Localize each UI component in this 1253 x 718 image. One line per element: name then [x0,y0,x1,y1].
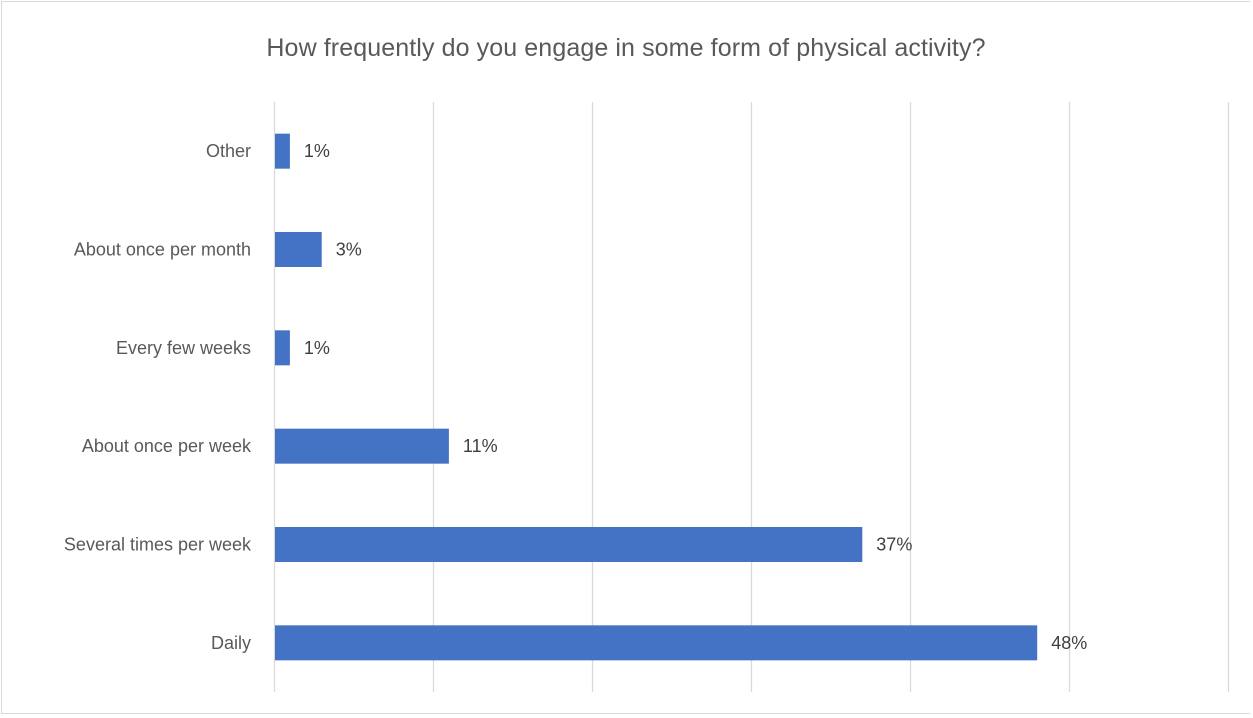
data-label: 11% [463,436,498,456]
bar [275,330,290,365]
labels: Other 1% About once per month 3% Every few w… [64,141,1087,653]
data-label: 1% [304,141,330,161]
category-label: Other [206,141,251,161]
category-label: About once per month [74,240,251,260]
bar [275,527,862,562]
gridlines [275,102,1229,692]
category-label: Daily [211,633,251,653]
category-label: Every few weeks [116,338,251,358]
data-label: 48% [1051,633,1087,653]
bar [275,134,290,169]
bar [275,429,449,464]
data-label: 3% [336,240,362,260]
category-label: About once per week [82,436,252,456]
bar [275,232,322,267]
data-label: 37% [876,535,912,555]
data-label: 1% [304,338,330,358]
bar [275,625,1037,660]
bars [275,134,1037,661]
category-label: Several times per week [64,535,252,555]
